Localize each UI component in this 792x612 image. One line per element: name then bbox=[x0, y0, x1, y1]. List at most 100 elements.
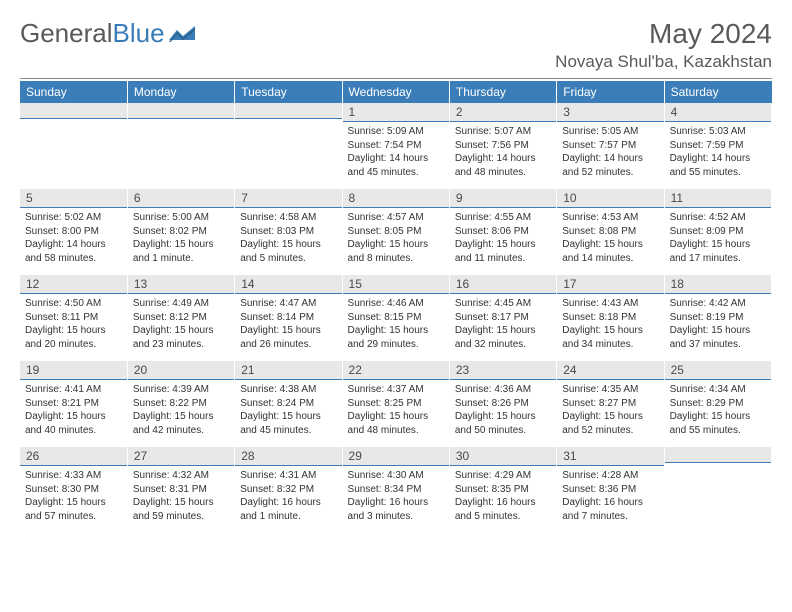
sunset-line: Sunset: 8:06 PM bbox=[455, 225, 551, 239]
daynum-bar: 27 bbox=[128, 447, 234, 466]
calendar-cell: 7Sunrise: 4:58 AMSunset: 8:03 PMDaylight… bbox=[235, 189, 342, 275]
daylight-line: Daylight: 15 hours and 50 minutes. bbox=[455, 410, 551, 437]
sunset-line: Sunset: 8:30 PM bbox=[25, 483, 122, 497]
calendar-row: 19Sunrise: 4:41 AMSunset: 8:21 PMDayligh… bbox=[20, 361, 772, 447]
calendar-cell: 31Sunrise: 4:28 AMSunset: 8:36 PMDayligh… bbox=[557, 447, 664, 533]
daynum-bar bbox=[20, 103, 127, 119]
sunset-line: Sunset: 8:29 PM bbox=[670, 397, 766, 411]
day-body: Sunrise: 4:34 AMSunset: 8:29 PMDaylight:… bbox=[665, 380, 771, 440]
calendar-cell: 12Sunrise: 4:50 AMSunset: 8:11 PMDayligh… bbox=[20, 275, 127, 361]
day-body: Sunrise: 4:46 AMSunset: 8:15 PMDaylight:… bbox=[343, 294, 449, 354]
sunset-line: Sunset: 8:09 PM bbox=[670, 225, 766, 239]
daynum-bar: 9 bbox=[450, 189, 556, 208]
daynum-bar: 24 bbox=[557, 361, 663, 380]
sunrise-line: Sunrise: 5:09 AM bbox=[348, 125, 444, 139]
daynum-bar: 23 bbox=[450, 361, 556, 380]
month-title: May 2024 bbox=[555, 18, 772, 50]
daylight-line: Daylight: 15 hours and 48 minutes. bbox=[348, 410, 444, 437]
weekday-header: Saturday bbox=[664, 81, 771, 103]
calendar-cell: 21Sunrise: 4:38 AMSunset: 8:24 PMDayligh… bbox=[235, 361, 342, 447]
daylight-line: Daylight: 15 hours and 5 minutes. bbox=[240, 238, 336, 265]
sunset-line: Sunset: 8:32 PM bbox=[240, 483, 336, 497]
daynum-bar bbox=[128, 103, 234, 119]
calendar-cell bbox=[20, 103, 127, 189]
location-text: Novaya Shul'ba, Kazakhstan bbox=[555, 52, 772, 72]
daynum-bar: 25 bbox=[665, 361, 771, 380]
calendar-row: 1Sunrise: 5:09 AMSunset: 7:54 PMDaylight… bbox=[20, 103, 772, 189]
sunrise-line: Sunrise: 4:53 AM bbox=[562, 211, 658, 225]
calendar-cell: 20 Sunrise: 4:39 AMSunset: 8:22 PMDayligh… bbox=[127, 361, 234, 447]
sunrise-line: Sunrise: 5:03 AM bbox=[670, 125, 766, 139]
sunset-line: Sunset: 8:22 PM bbox=[133, 397, 229, 411]
calendar-cell: 16 Sunrise: 4:45 AMSunset: 8:17 PMDayligh… bbox=[449, 275, 556, 361]
day-body: Sunrise: 4:38 AMSunset: 8:24 PMDaylight:… bbox=[235, 380, 341, 440]
calendar-cell: 2Sunrise: 5:07 AMSunset: 7:56 PMDaylight… bbox=[449, 103, 556, 189]
day-body: Sunrise: 4:42 AMSunset: 8:19 PMDaylight:… bbox=[665, 294, 771, 354]
weekday-header: Friday bbox=[557, 81, 664, 103]
calendar-cell: 28Sunrise: 4:31 AMSunset: 8:32 PMDayligh… bbox=[235, 447, 342, 533]
daylight-line: Daylight: 15 hours and 40 minutes. bbox=[25, 410, 122, 437]
daynum-bar: 19 bbox=[20, 361, 127, 380]
sunset-line: Sunset: 8:19 PM bbox=[670, 311, 766, 325]
sunset-line: Sunset: 7:59 PM bbox=[670, 139, 766, 153]
weekday-header: Monday bbox=[127, 81, 234, 103]
day-body: Sunrise: 5:02 AMSunset: 8:00 PMDaylight:… bbox=[20, 208, 127, 268]
sunset-line: Sunset: 8:08 PM bbox=[562, 225, 658, 239]
daylight-line: Daylight: 15 hours and 55 minutes. bbox=[670, 410, 766, 437]
sunrise-line: Sunrise: 4:45 AM bbox=[455, 297, 551, 311]
sunrise-line: Sunrise: 4:49 AM bbox=[133, 297, 229, 311]
calendar-cell: 11Sunrise: 4:52 AMSunset: 8:09 PMDayligh… bbox=[664, 189, 771, 275]
sunrise-line: Sunrise: 4:52 AM bbox=[670, 211, 766, 225]
calendar-cell bbox=[127, 103, 234, 189]
day-body: Sunrise: 5:03 AMSunset: 7:59 PMDaylight:… bbox=[665, 122, 771, 182]
daylight-line: Daylight: 15 hours and 32 minutes. bbox=[455, 324, 551, 351]
daylight-line: Daylight: 15 hours and 59 minutes. bbox=[133, 496, 229, 523]
sunset-line: Sunset: 8:17 PM bbox=[455, 311, 551, 325]
day-body: Sunrise: 4:41 AMSunset: 8:21 PMDaylight:… bbox=[20, 380, 127, 440]
calendar-cell: 22Sunrise: 4:37 AMSunset: 8:25 PMDayligh… bbox=[342, 361, 449, 447]
daylight-line: Daylight: 16 hours and 7 minutes. bbox=[562, 496, 658, 523]
daynum-bar: 17 bbox=[557, 275, 663, 294]
brand-logo: GeneralBlue bbox=[20, 18, 195, 49]
day-body: Sunrise: 5:09 AMSunset: 7:54 PMDaylight:… bbox=[343, 122, 449, 182]
sunset-line: Sunset: 8:00 PM bbox=[25, 225, 122, 239]
day-body: Sunrise: 4:58 AMSunset: 8:03 PMDaylight:… bbox=[235, 208, 341, 268]
daynum-bar: 1 bbox=[343, 103, 449, 122]
calendar-cell: 30Sunrise: 4:29 AMSunset: 8:35 PMDayligh… bbox=[449, 447, 556, 533]
daylight-line: Daylight: 15 hours and 52 minutes. bbox=[562, 410, 658, 437]
sunrise-line: Sunrise: 4:29 AM bbox=[455, 469, 551, 483]
daylight-line: Daylight: 15 hours and 42 minutes. bbox=[133, 410, 229, 437]
sunset-line: Sunset: 8:12 PM bbox=[133, 311, 229, 325]
day-body bbox=[665, 463, 771, 523]
sunrise-line: Sunrise: 4:32 AM bbox=[133, 469, 229, 483]
daynum-bar: 20 bbox=[128, 361, 234, 380]
daynum-bar: 16 bbox=[450, 275, 556, 294]
sunset-line: Sunset: 8:25 PM bbox=[348, 397, 444, 411]
daynum-bar: 14 bbox=[235, 275, 341, 294]
day-body: Sunrise: 4:47 AMSunset: 8:14 PMDaylight:… bbox=[235, 294, 341, 354]
calendar-cell: 6Sunrise: 5:00 AMSunset: 8:02 PMDaylight… bbox=[127, 189, 234, 275]
day-body: Sunrise: 5:07 AMSunset: 7:56 PMDaylight:… bbox=[450, 122, 556, 182]
weekday-header: Sunday bbox=[20, 81, 127, 103]
daylight-line: Daylight: 15 hours and 26 minutes. bbox=[240, 324, 336, 351]
daylight-line: Daylight: 16 hours and 1 minute. bbox=[240, 496, 336, 523]
calendar-row: 5Sunrise: 5:02 AMSunset: 8:00 PMDaylight… bbox=[20, 189, 772, 275]
sunrise-line: Sunrise: 4:36 AM bbox=[455, 383, 551, 397]
daylight-line: Daylight: 14 hours and 58 minutes. bbox=[25, 238, 122, 265]
calendar-cell: 8Sunrise: 4:57 AMSunset: 8:05 PMDaylight… bbox=[342, 189, 449, 275]
sunrise-line: Sunrise: 4:58 AM bbox=[240, 211, 336, 225]
sunset-line: Sunset: 8:36 PM bbox=[562, 483, 658, 497]
sunset-line: Sunset: 8:35 PM bbox=[455, 483, 551, 497]
day-body bbox=[20, 119, 127, 179]
calendar-cell: 24Sunrise: 4:35 AMSunset: 8:27 PMDayligh… bbox=[557, 361, 664, 447]
sunrise-line: Sunrise: 4:35 AM bbox=[562, 383, 658, 397]
sunset-line: Sunset: 8:18 PM bbox=[562, 311, 658, 325]
day-body: Sunrise: 4:50 AMSunset: 8:11 PMDaylight:… bbox=[20, 294, 127, 354]
day-body: Sunrise: 5:05 AMSunset: 7:57 PMDaylight:… bbox=[557, 122, 663, 182]
sunrise-line: Sunrise: 4:39 AM bbox=[133, 383, 229, 397]
calendar-cell: 15Sunrise: 4:46 AMSunset: 8:15 PMDayligh… bbox=[342, 275, 449, 361]
day-body: Sunrise: 4:32 AMSunset: 8:31 PMDaylight:… bbox=[128, 466, 234, 526]
daylight-line: Daylight: 15 hours and 37 minutes. bbox=[670, 324, 766, 351]
wave-icon bbox=[169, 18, 195, 49]
calendar-cell: 3Sunrise: 5:05 AMSunset: 7:57 PMDaylight… bbox=[557, 103, 664, 189]
